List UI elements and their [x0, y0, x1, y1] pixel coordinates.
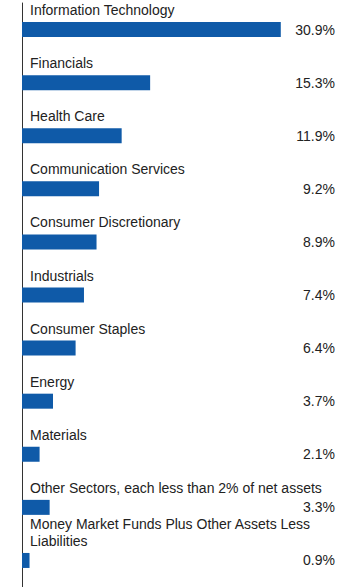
svg-text:2.1%: 2.1% — [303, 446, 335, 462]
svg-text:Industrials: Industrials — [30, 268, 94, 284]
svg-text:Liabilities: Liabilities — [30, 533, 88, 549]
svg-text:Financials: Financials — [30, 55, 93, 71]
svg-text:15.3%: 15.3% — [295, 75, 335, 91]
svg-text:11.9%: 11.9% — [296, 128, 335, 144]
svg-text:Other Sectors, each less than: Other Sectors, each less than 2% of net … — [30, 480, 322, 496]
svg-text:30.9%: 30.9% — [295, 22, 335, 38]
svg-text:Money Market Funds Plus Other: Money Market Funds Plus Other Assets Les… — [30, 516, 314, 532]
svg-text:Consumer Discretionary: Consumer Discretionary — [30, 214, 180, 230]
svg-text:6.4%: 6.4% — [303, 340, 335, 356]
svg-text:Communication Services: Communication Services — [30, 161, 185, 177]
svg-text:Information Technology: Information Technology — [30, 2, 175, 18]
svg-text:Health Care: Health Care — [30, 108, 105, 124]
svg-text:3.3%: 3.3% — [303, 499, 335, 515]
svg-text:3.7%: 3.7% — [303, 393, 335, 409]
svg-text:Energy: Energy — [30, 374, 74, 390]
svg-text:Materials: Materials — [30, 427, 87, 443]
svg-text:8.9%: 8.9% — [303, 234, 335, 250]
svg-text:7.4%: 7.4% — [303, 287, 335, 303]
svg-text:9.2%: 9.2% — [303, 181, 335, 197]
svg-text:0.9%: 0.9% — [303, 552, 335, 568]
svg-text:Consumer Staples: Consumer Staples — [30, 321, 145, 337]
